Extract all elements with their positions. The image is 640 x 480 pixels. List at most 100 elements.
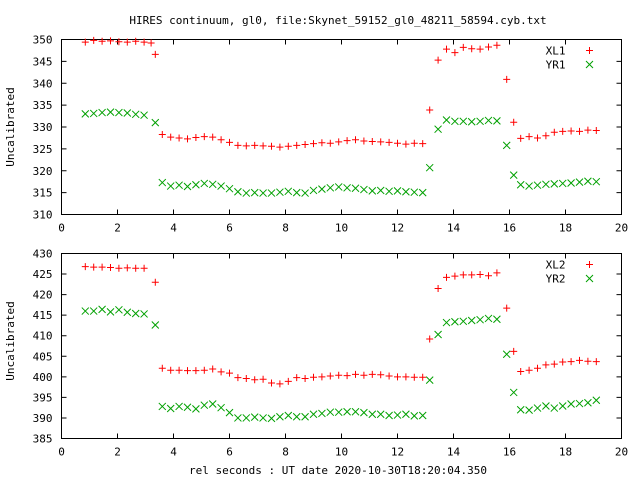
data-point-yr2 xyxy=(476,315,484,324)
data-point-yr1 xyxy=(451,117,459,126)
lower-y-ticks: 385 390 395 400 405 410 415 420 425 430 xyxy=(33,248,622,446)
data-point-yr1 xyxy=(106,108,115,116)
data-point-xl2 xyxy=(485,272,492,280)
data-point-yr2 xyxy=(123,308,132,317)
data-point-xl2 xyxy=(476,270,484,278)
data-point-yr2 xyxy=(442,318,451,327)
data-point-xl2 xyxy=(410,373,418,381)
data-point-xl2 xyxy=(209,365,217,373)
data-point-yr2 xyxy=(259,414,267,422)
data-point-yr2 xyxy=(493,315,501,324)
data-point-yr1 xyxy=(158,178,167,187)
data-point-yr1 xyxy=(131,110,140,119)
y-tick-label: 315 xyxy=(33,187,53,200)
data-point-yr1 xyxy=(385,187,393,196)
data-point-xl2 xyxy=(268,379,275,387)
data-point-yr2 xyxy=(309,410,318,419)
data-point-xl2 xyxy=(419,373,427,381)
data-point-yr1 xyxy=(402,187,410,196)
data-point-yr2 xyxy=(234,414,242,422)
data-point-yr1 xyxy=(276,188,284,197)
data-point-xl1 xyxy=(217,136,225,144)
data-point-yr1 xyxy=(208,180,217,189)
data-point-yr1 xyxy=(115,108,123,117)
data-point-yr2 xyxy=(376,410,385,419)
data-point-yr1 xyxy=(301,189,309,197)
upper-y-ticks: 310 315 320 325 330 335 340 345 350 xyxy=(33,34,622,222)
data-point-yr1 xyxy=(516,180,525,189)
data-point-xl1 xyxy=(576,127,583,135)
data-point-yr1 xyxy=(343,183,351,192)
data-point-xl1 xyxy=(459,43,467,51)
data-point-xl2 xyxy=(167,366,175,374)
data-point-xl2 xyxy=(293,374,301,382)
data-point-xl1 xyxy=(251,141,259,149)
data-point-yr2 xyxy=(98,305,106,314)
data-point-xl1 xyxy=(377,138,385,146)
data-point-xl2 xyxy=(326,372,334,380)
data-point-xl2 xyxy=(368,370,376,378)
data-point-xl1 xyxy=(550,128,558,136)
x-tick-label: 14 xyxy=(447,222,461,235)
data-point-xl2 xyxy=(107,263,114,271)
x-tick-label: 8 xyxy=(282,222,289,235)
legend-label-xl1: XL1 xyxy=(546,45,566,58)
x-axis-label: rel seconds : UT date 2020-10-30T18:20:0… xyxy=(189,464,487,477)
data-point-yr1 xyxy=(592,177,601,186)
data-point-xl1 xyxy=(276,143,284,151)
data-point-xl1 xyxy=(310,140,317,148)
data-point-yr2 xyxy=(533,404,542,412)
data-point-xl2 xyxy=(451,272,459,280)
legend-label-yr2: YR2 xyxy=(546,273,566,286)
data-point-xl2 xyxy=(284,377,292,385)
data-point-xl1 xyxy=(158,130,166,138)
x-tick-label: 2 xyxy=(114,222,121,235)
y-tick-label: 430 xyxy=(33,248,53,261)
data-point-xl1 xyxy=(352,136,359,144)
data-point-xl2 xyxy=(459,271,467,279)
data-point-xl2 xyxy=(377,371,385,379)
data-point-yr2 xyxy=(484,314,493,323)
data-point-xl2 xyxy=(517,367,525,375)
data-point-yr2 xyxy=(183,403,192,412)
data-point-yr2 xyxy=(502,350,511,359)
data-point-yr1 xyxy=(183,182,192,191)
data-point-xl2 xyxy=(434,284,442,292)
data-point-yr1 xyxy=(584,177,592,186)
data-point-yr2 xyxy=(360,408,368,417)
data-point-yr2 xyxy=(542,402,550,410)
y-tick-label: 420 xyxy=(33,289,53,302)
data-point-xl2 xyxy=(394,373,401,381)
data-point-yr2 xyxy=(140,310,148,318)
data-point-yr1 xyxy=(467,117,476,126)
data-point-yr1 xyxy=(351,184,360,193)
data-point-xl2 xyxy=(318,373,326,381)
data-point-yr2 xyxy=(115,305,123,314)
data-point-xl1 xyxy=(368,137,376,145)
x-tick-label: 6 xyxy=(226,222,233,235)
data-point-xl2 xyxy=(352,370,359,378)
data-point-yr2 xyxy=(158,402,167,411)
data-point-xl1 xyxy=(234,141,242,149)
data-point-yr2 xyxy=(451,317,459,326)
data-point-xl1 xyxy=(534,134,541,142)
data-point-xl2 xyxy=(242,374,250,382)
y-tick-label: 410 xyxy=(33,330,53,343)
data-point-yr1 xyxy=(376,186,385,195)
data-point-xl1 xyxy=(98,37,106,45)
data-point-yr1 xyxy=(326,183,335,192)
data-point-xl1 xyxy=(259,142,267,150)
data-point-yr1 xyxy=(217,182,225,190)
x-tick-label: 16 xyxy=(503,446,516,459)
data-point-xl2 xyxy=(567,358,575,366)
data-point-yr1 xyxy=(318,185,326,193)
data-point-xl2 xyxy=(534,364,541,372)
x-tick-label: 6 xyxy=(226,446,233,459)
data-point-yr1 xyxy=(234,187,242,196)
lower-panel: Uncalibrated 0 2 4 6 8 10 12 14 16 18 20 385 390 395… xyxy=(4,248,628,459)
data-point-xl1 xyxy=(559,127,567,135)
y-tick-label: 330 xyxy=(33,121,53,134)
data-point-yr1 xyxy=(140,111,148,120)
